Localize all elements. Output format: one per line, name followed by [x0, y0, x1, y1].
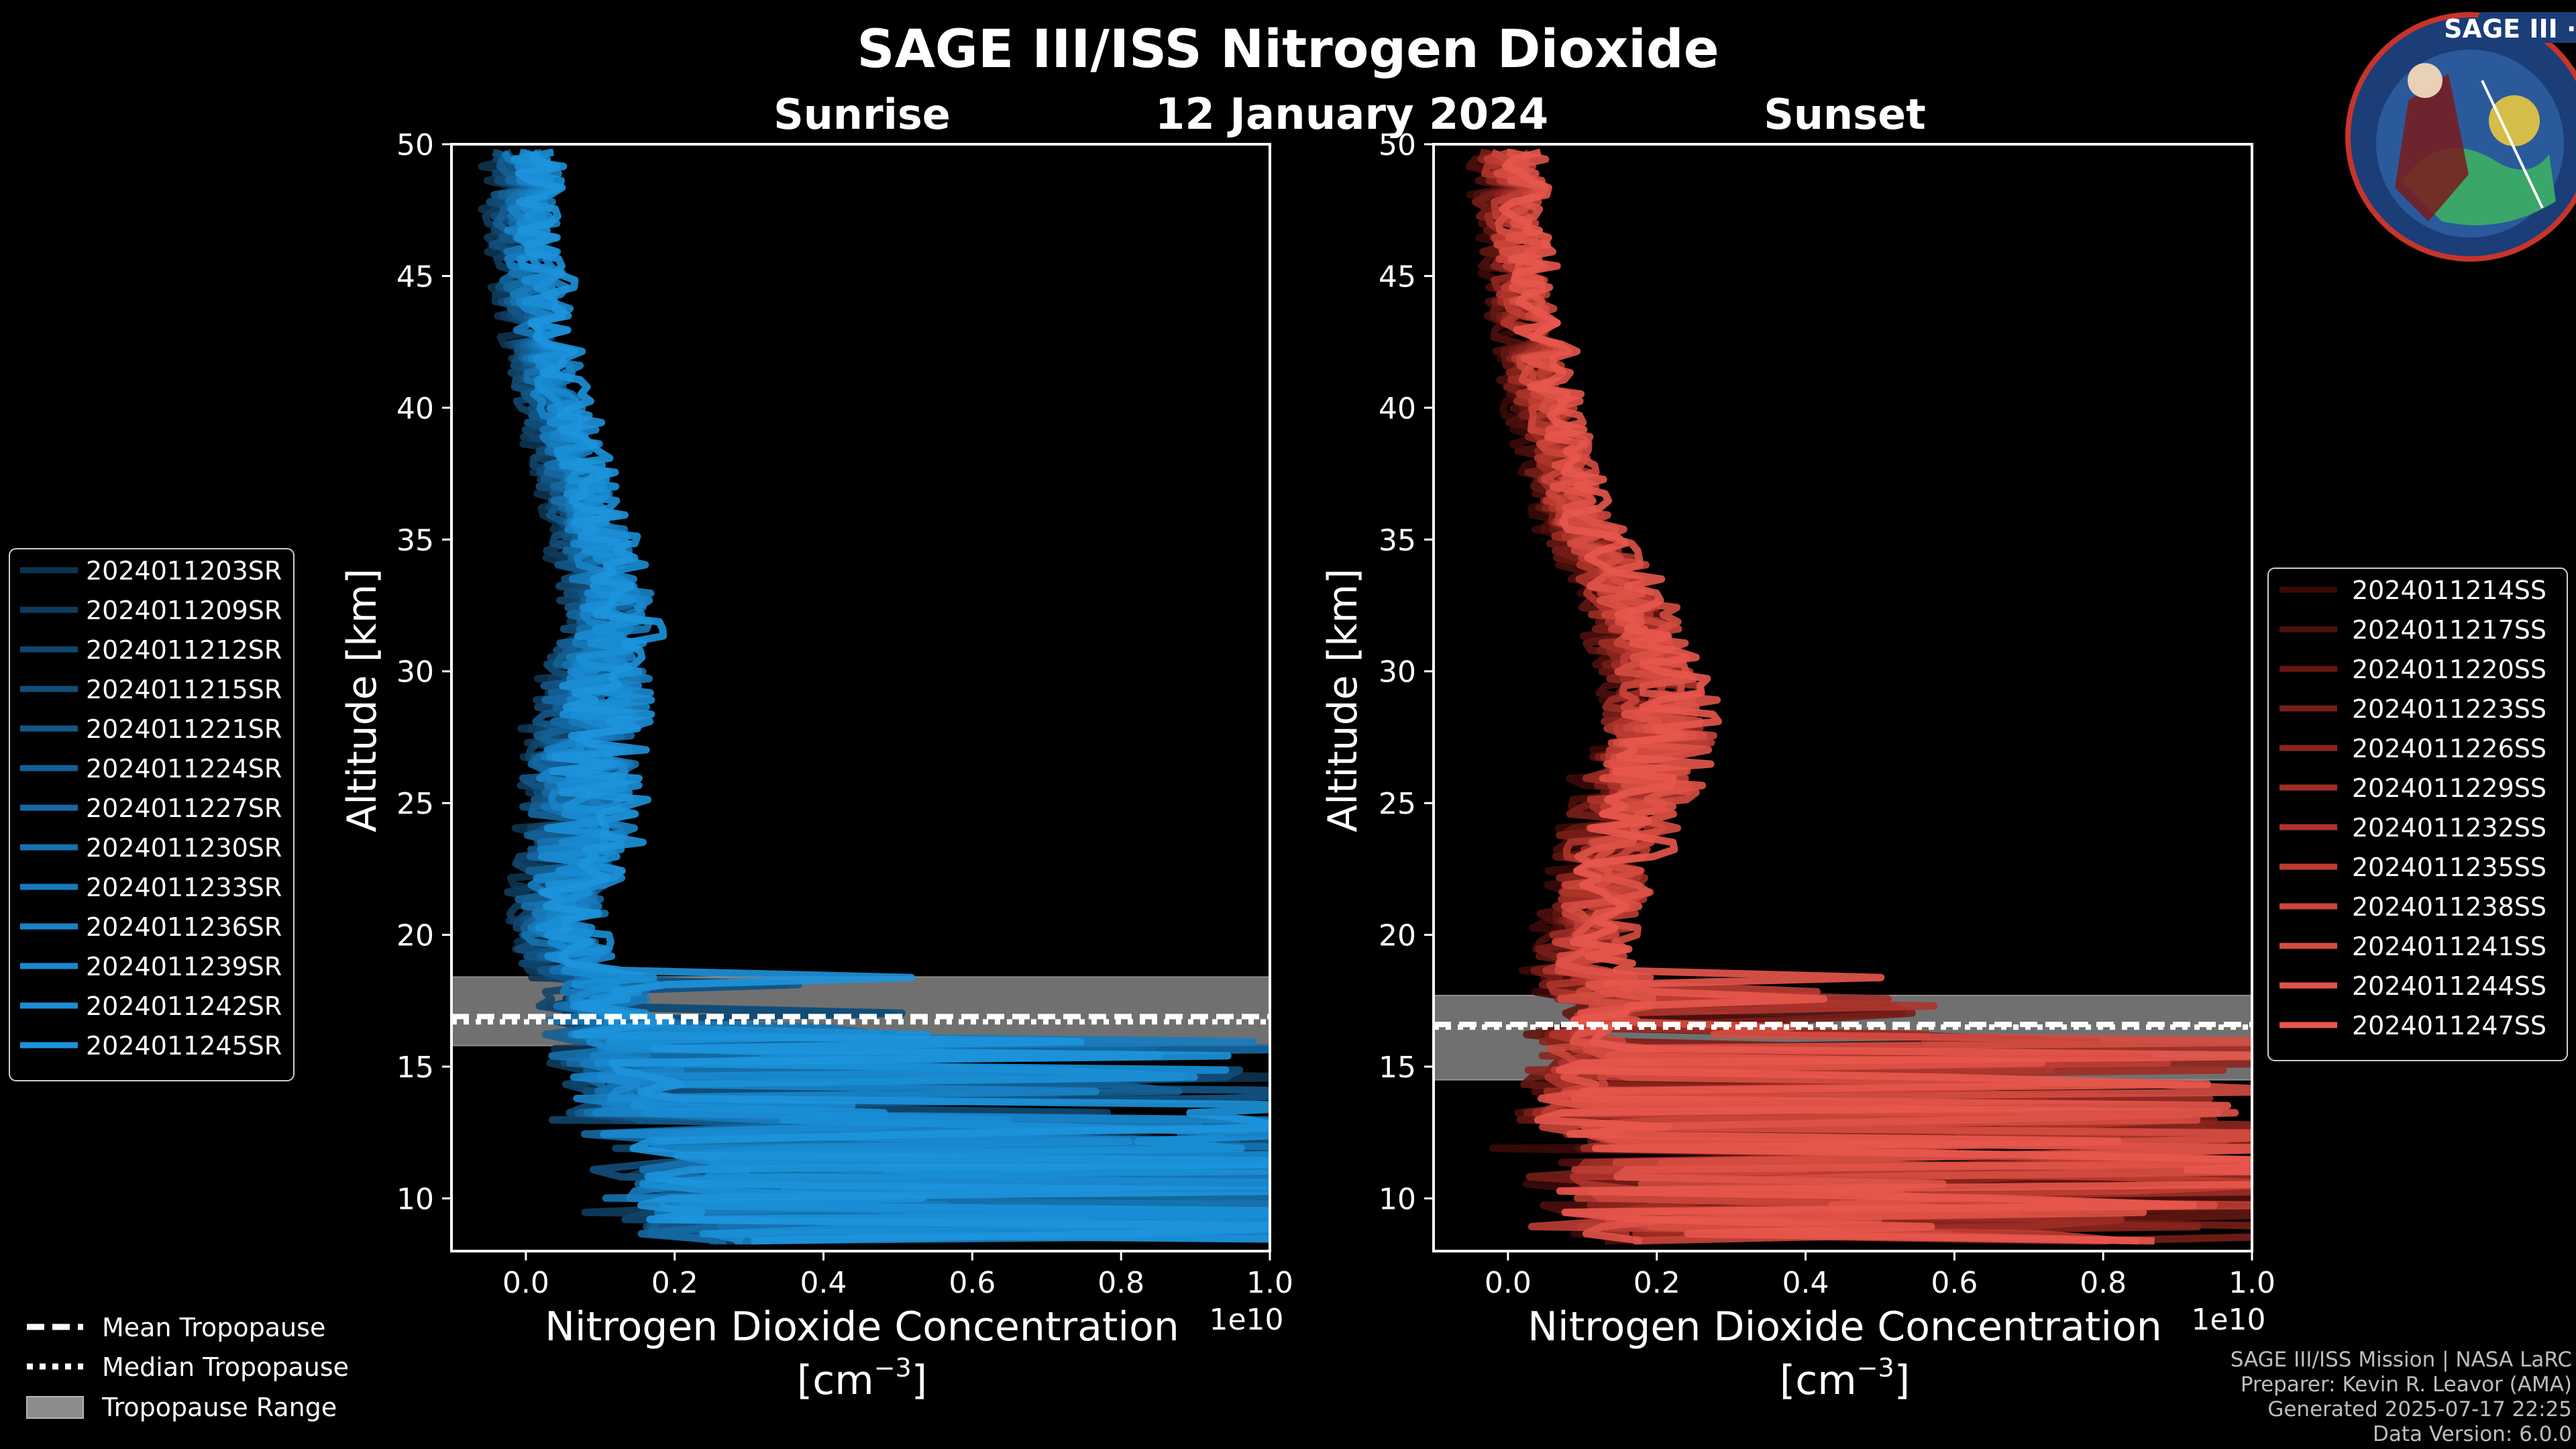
series-line-2024011245SR	[515, 151, 1270, 1245]
y-tick-label: 35	[1379, 523, 1416, 557]
sunrise-panel-title: Sunrise	[773, 90, 951, 139]
tropopause-range-legend-swatch	[26, 1396, 84, 1419]
y-tick-label: 10	[396, 1182, 434, 1216]
y-tick-label: 45	[1379, 260, 1416, 294]
legend-label: 2024011221SR	[86, 714, 282, 744]
legend-label: 2024011244SS	[2352, 971, 2546, 1001]
x-tick-label: 0.8	[1097, 1266, 1144, 1300]
x-tick-label: 0.4	[1782, 1266, 1829, 1300]
legend-label: 2024011214SS	[2352, 576, 2546, 605]
legend-label: 2024011247SS	[2352, 1011, 2546, 1040]
legend-box	[2267, 568, 2568, 1061]
legend-label: 2024011232SS	[2352, 813, 2546, 843]
y-tick-label: 30	[396, 655, 434, 690]
figure-date: 12 January 2024	[1155, 90, 1548, 140]
legend-label: 2024011235SS	[2352, 853, 2546, 882]
x-tick-label: 1.0	[2229, 1266, 2275, 1300]
x-tick-label: 0.2	[651, 1266, 698, 1300]
credit-mission: SAGE III/ISS Mission | NASA LaRC	[2231, 1348, 2572, 1372]
sunrise-x-axis-label: Nitrogen Dioxide Concentration	[545, 1303, 1179, 1350]
legend-label: 2024011220SS	[2352, 655, 2546, 684]
x-tick-label: 0.0	[1485, 1266, 1532, 1300]
y-tick-label: 25	[396, 787, 434, 821]
median-tropopause-legend-label: Median Tropopause	[102, 1352, 349, 1382]
sunset-y-axis-label: Altitude [km]	[1320, 568, 1366, 833]
y-tick-label: 20	[1379, 919, 1416, 953]
credit-data-version: Data Version: 6.0.0	[2373, 1422, 2572, 1446]
sunset-panel-title: Sunset	[1764, 90, 1926, 139]
sunrise-plot-area	[451, 148, 1270, 1245]
legend-label: 2024011215SR	[86, 675, 282, 704]
sunset-x-axis-unit: [cm−3]	[1780, 1353, 1910, 1404]
sunset-x-axis-label: Nitrogen Dioxide Concentration	[1527, 1303, 2162, 1350]
y-tick-label: 30	[1379, 655, 1416, 690]
legend-label: 2024011239SR	[86, 952, 282, 981]
x-tick-label: 0.8	[2080, 1266, 2127, 1300]
y-tick-label: 15	[1379, 1051, 1416, 1085]
sunset-legend: 2024011214SS 2024011217SS 2024011220SS 2024…	[2267, 568, 2568, 1061]
y-tick-label: 50	[396, 128, 434, 162]
y-tick-label: 45	[396, 260, 434, 294]
legend-label: 2024011224SR	[86, 754, 282, 784]
sunset-x-offset-label: 1e10	[2191, 1303, 2265, 1337]
y-tick-label: 40	[396, 392, 434, 426]
legend-label: 2024011229SS	[2352, 773, 2546, 803]
x-tick-label: 0.4	[800, 1266, 847, 1300]
x-tick-label: 0.0	[502, 1266, 549, 1300]
tropopause-range-legend-label: Tropopause Range	[101, 1393, 337, 1422]
y-tick-label: 40	[1379, 392, 1416, 426]
credit-generated: Generated 2025-07-17 22:25	[2267, 1397, 2572, 1421]
y-tick-label: 10	[1379, 1182, 1416, 1216]
logo-title: SAGE III · ISS	[2444, 14, 2576, 44]
y-tick-label: 50	[1379, 128, 1416, 162]
legend-label: 2024011226SS	[2352, 734, 2546, 763]
legend-label: 2024011238SS	[2352, 892, 2546, 922]
y-tick-label: 20	[396, 919, 434, 953]
legend-label: 2024011227SR	[86, 794, 282, 823]
legend-label: 2024011203SR	[86, 556, 282, 586]
sunrise-x-axis-unit: [cm−3]	[797, 1353, 927, 1404]
sunrise-x-offset-label: 1e10	[1209, 1303, 1283, 1337]
x-tick-label: 0.6	[1931, 1266, 1978, 1300]
x-tick-label: 0.6	[949, 1266, 996, 1300]
sunset-plot: 0.0 0.2 0.4 0.6 0.8 1.0 10 15 20 25 30 35 40 45 50	[1379, 128, 2275, 1300]
plot-frame	[1432, 143, 2253, 1252]
y-tick-label: 35	[396, 523, 434, 557]
mean-tropopause-legend-label: Mean Tropopause	[102, 1313, 325, 1342]
sage-iii-iss-logo: SAGE III · ISS	[2345, 12, 2576, 262]
tropopause-legend: Mean Tropopause Median Tropopause Tropop…	[26, 1313, 349, 1422]
legend-label: 2024011230SR	[86, 833, 282, 863]
legend-label: 2024011241SS	[2352, 932, 2546, 961]
figure-title: SAGE III/ISS Nitrogen Dioxide	[857, 19, 1719, 80]
legend-label: 2024011223SS	[2352, 694, 2546, 724]
legend-label: 2024011209SR	[86, 596, 282, 625]
x-tick-label: 1.0	[1246, 1266, 1293, 1300]
legend-label: 2024011236SR	[86, 912, 282, 942]
legend-label: 2024011217SS	[2352, 615, 2546, 645]
x-tick-label: 0.2	[1633, 1266, 1680, 1300]
y-tick-label: 15	[396, 1051, 434, 1085]
credit-preparer: Preparer: Kevin R. Leavor (AMA)	[2241, 1373, 2572, 1397]
y-tick-label: 25	[1379, 787, 1416, 821]
sunrise-plot: 0.0 0.2 0.4 0.6 0.8 1.0 10 15 20 25 30 35 40 45 50	[396, 128, 1293, 1300]
series-line-2024011247SS	[1498, 148, 2252, 1245]
legend-label: 2024011242SR	[86, 991, 282, 1021]
legend-label: 2024011233SR	[86, 873, 282, 902]
sunset-plot-area	[1434, 148, 2252, 1245]
sunrise-legend: 2024011203SR 2024011209SR 2024011212SR 2024…	[9, 548, 294, 1081]
sunrise-y-axis-label: Altitude [km]	[339, 568, 386, 833]
legend-label: 2024011212SR	[86, 635, 282, 665]
legend-box	[9, 548, 294, 1081]
plot-frame	[450, 143, 1271, 1252]
legend-label: 2024011245SR	[86, 1031, 282, 1061]
